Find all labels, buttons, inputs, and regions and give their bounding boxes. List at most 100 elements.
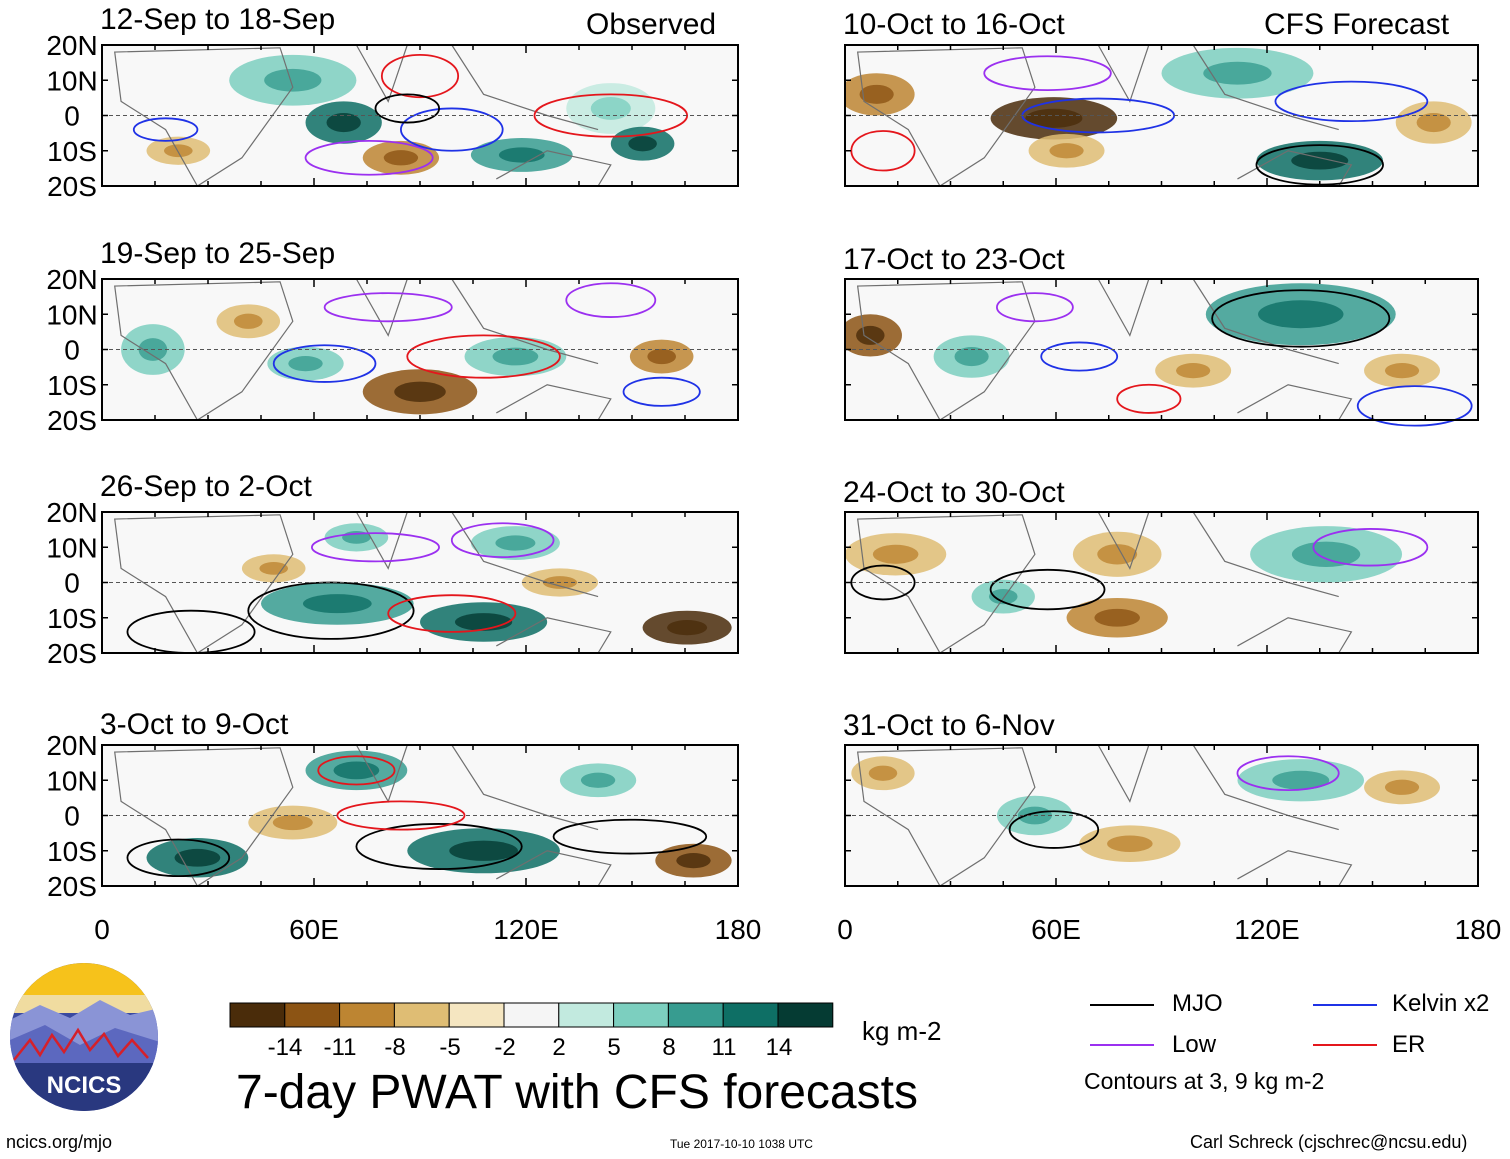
map-panel-6 xyxy=(845,278,1478,427)
map-panel-4 xyxy=(102,744,738,887)
coastline xyxy=(1192,511,1339,598)
pwat-anomaly-core xyxy=(628,136,657,152)
coastline xyxy=(1237,617,1353,654)
mjo-contour xyxy=(355,823,523,870)
colorbar-box xyxy=(777,1002,834,1028)
map-panel-8 xyxy=(845,744,1478,887)
pwat-anomaly-core xyxy=(326,113,361,133)
coastline xyxy=(451,278,599,365)
coastline xyxy=(1192,744,1339,831)
pwat-anomaly-core xyxy=(1107,835,1153,852)
legend-line-er xyxy=(1313,1044,1377,1046)
coastline xyxy=(451,744,599,831)
colorbar-label: -2 xyxy=(494,1034,516,1061)
colorbar-label: -8 xyxy=(384,1034,406,1061)
pwat-anomaly-core xyxy=(498,147,545,163)
logo-text: NCICS xyxy=(47,1072,122,1099)
forecast-header: CFS Forecast xyxy=(1264,8,1450,41)
coastline xyxy=(451,44,599,131)
y-tick-label: 0 xyxy=(64,568,80,599)
er-contour xyxy=(380,53,460,99)
y-tick-label: 20N xyxy=(46,264,97,295)
er-contour xyxy=(1116,383,1182,414)
mjo-contour xyxy=(374,93,440,124)
colorbar-label: 14 xyxy=(765,1034,793,1061)
y-tick-label: 10S xyxy=(47,136,97,167)
coastline xyxy=(1237,150,1353,187)
y-tick-label: 10N xyxy=(46,65,97,96)
coastline xyxy=(496,850,612,887)
coastline xyxy=(355,511,408,570)
legend-note: Contours at 3, 9 kg m-2 xyxy=(1084,1068,1325,1094)
ncics-logo: NCICS xyxy=(10,963,158,1111)
colorbar-box xyxy=(393,1002,450,1028)
low-contour xyxy=(1236,755,1340,792)
footer-url[interactable]: ncics.org/mjo xyxy=(6,1132,113,1152)
pwat-anomaly-core xyxy=(394,381,446,402)
y-tick-label: 20S xyxy=(47,171,97,202)
pwat-anomaly-core xyxy=(1258,300,1344,329)
coastline xyxy=(856,514,1036,654)
pwat-anomaly-core xyxy=(989,588,1018,605)
colorbar-box xyxy=(339,1002,395,1028)
legend-line-kelvin xyxy=(1313,1004,1377,1006)
y-tick-label: 20S xyxy=(47,871,97,902)
pwat-anomaly-core xyxy=(1094,608,1140,627)
pwat-anomaly-core xyxy=(954,347,989,367)
coastline xyxy=(114,747,294,887)
map-panel-5 xyxy=(845,44,1478,187)
pwat-anomaly-core xyxy=(667,620,708,636)
x-tick-0-left: 0 xyxy=(94,914,110,945)
colorbar-label: 2 xyxy=(552,1034,566,1061)
legend-label-low: Low xyxy=(1172,1031,1217,1058)
x-tick-180-right: 180 xyxy=(1454,914,1502,945)
map-panel-2 xyxy=(102,278,738,421)
footer-credit: Carl Schreck (cjschrec@ncsu.edu) xyxy=(1190,1132,1468,1152)
y-tick-label: 20N xyxy=(46,730,97,761)
panel-title-1: 12-Sep to 18-Sep xyxy=(100,3,336,36)
y-tick-label: 0 xyxy=(64,801,80,832)
mjo-contour xyxy=(1211,289,1391,348)
y-tick-label: 20N xyxy=(46,497,97,528)
mjo-contour xyxy=(989,568,1106,611)
pwat-anomaly-core xyxy=(174,848,221,867)
kelvin-contour xyxy=(400,107,504,152)
coastline xyxy=(1237,384,1353,421)
colorbar-label: 11 xyxy=(711,1034,737,1061)
pwat-anomaly-core xyxy=(868,765,898,781)
pwat-anomaly-core xyxy=(1049,143,1084,159)
y-tick-label: 0 xyxy=(64,335,80,366)
legend-line-mjo xyxy=(1090,1004,1154,1006)
coastline xyxy=(1097,511,1150,570)
coastline xyxy=(1192,278,1339,365)
coastline xyxy=(114,514,294,654)
pwat-anomaly-core xyxy=(288,355,323,372)
figure-title: 7-day PWAT with CFS forecasts xyxy=(236,1066,918,1119)
pwat-anomaly-core xyxy=(383,150,419,166)
er-contour xyxy=(533,93,689,138)
pwat-anomaly-core xyxy=(1272,770,1330,790)
pwat-anomaly-core xyxy=(1203,61,1272,85)
pwat-anomaly-core xyxy=(856,325,885,345)
pwat-anomaly-core xyxy=(264,68,322,92)
coastline xyxy=(355,278,408,337)
coastline xyxy=(114,47,294,187)
pwat-anomaly-core xyxy=(454,613,513,631)
colorbar-box xyxy=(448,1002,505,1028)
pwat-anomaly-core xyxy=(1025,108,1083,128)
low-contour xyxy=(996,292,1074,323)
pwat-anomaly-core xyxy=(492,347,539,366)
logo-scene xyxy=(10,963,158,1111)
pwat-anomaly-core xyxy=(872,544,919,564)
low-contour xyxy=(565,282,657,318)
pwat-anomaly-core xyxy=(580,772,616,788)
coastline xyxy=(451,511,599,598)
low-contour xyxy=(450,522,555,559)
colorbar-label: 8 xyxy=(662,1034,676,1061)
mjo-contour xyxy=(850,564,916,601)
panel-title-5: 10-Oct to 16-Oct xyxy=(843,8,1065,41)
panel-title-2: 19-Sep to 25-Sep xyxy=(100,237,336,270)
colorbar-box xyxy=(284,1002,341,1028)
pwat-anomaly-core xyxy=(272,814,313,831)
pwat-anomaly-core xyxy=(859,84,894,104)
